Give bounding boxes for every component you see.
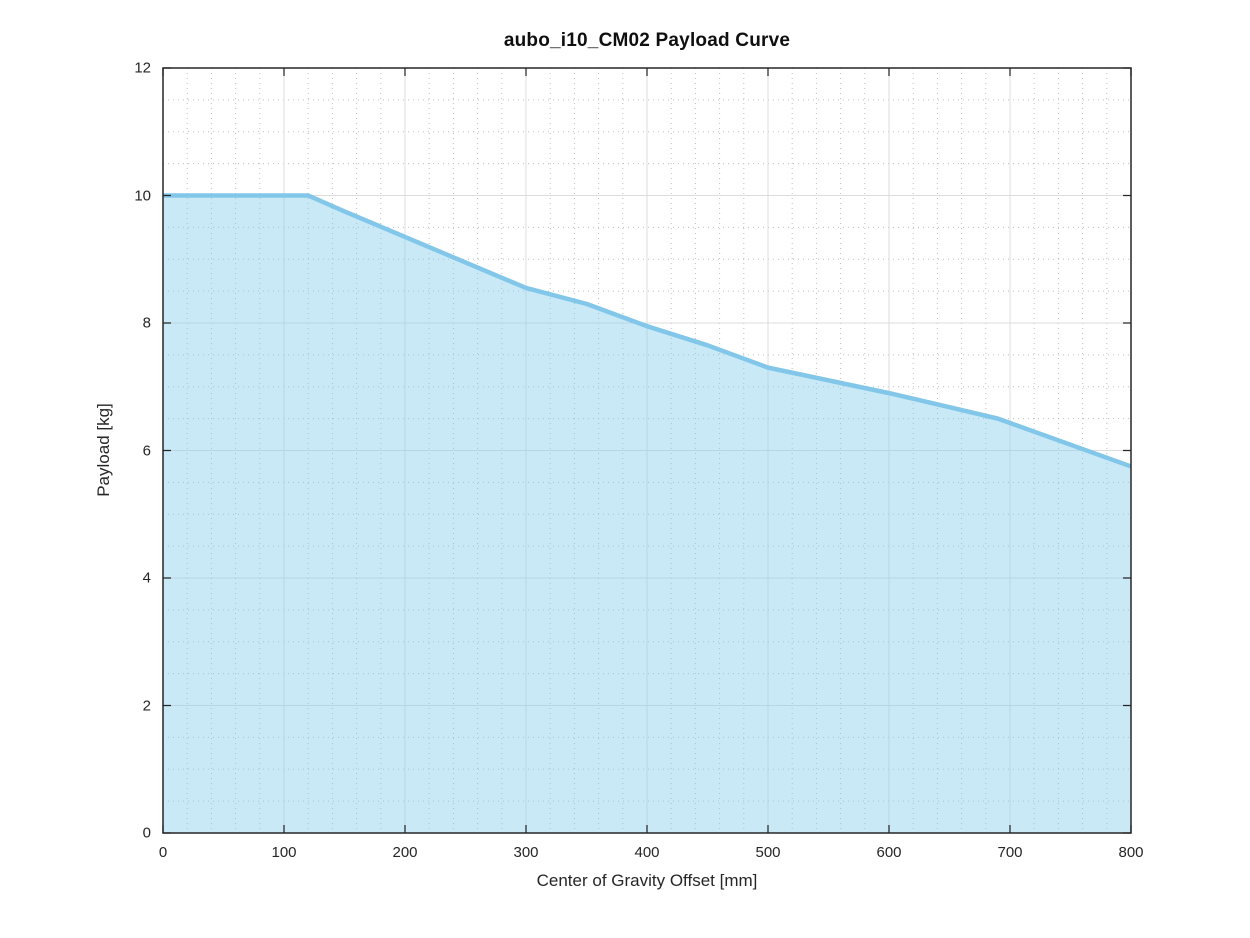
chart-title: aubo_i10_CM02 Payload Curve <box>503 30 791 51</box>
x-axis-label: Center of Gravity Offset [mm] <box>536 871 758 890</box>
x-tick-label: 400 <box>634 844 660 861</box>
y-tick-label: 6 <box>142 442 151 459</box>
y-tick-label: 4 <box>142 569 151 587</box>
x-tick-label: 300 <box>513 844 539 861</box>
x-tick-label: 700 <box>997 844 1023 861</box>
y-tick-label: 10 <box>134 187 151 204</box>
x-tick-label: 100 <box>271 844 297 861</box>
y-tick-label: 12 <box>134 59 151 77</box>
payload-curve-line <box>163 193 1132 469</box>
x-tick-label: 800 <box>1118 844 1144 861</box>
payload-area <box>163 195 1131 833</box>
x-tick-label: 200 <box>392 844 418 861</box>
y-tick-label: 8 <box>142 314 151 332</box>
x-tick-label: 500 <box>755 844 781 861</box>
x-tick-label: 600 <box>876 844 902 861</box>
y-tick-label: 2 <box>142 697 151 714</box>
y-tick-label: 0 <box>142 824 151 842</box>
x-tick-label: 0 <box>158 844 168 861</box>
